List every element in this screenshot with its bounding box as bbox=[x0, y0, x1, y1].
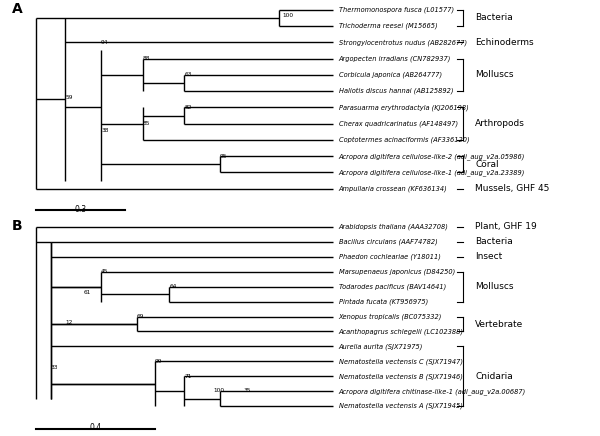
Text: Strongylocentrotus nudus (AB282677): Strongylocentrotus nudus (AB282677) bbox=[338, 39, 467, 46]
Text: 99: 99 bbox=[155, 358, 162, 364]
Text: 61: 61 bbox=[83, 290, 91, 295]
Text: Xenopus tropicalis (BC075332): Xenopus tropicalis (BC075332) bbox=[338, 313, 442, 320]
Text: Coptotermes acinaciformis (AF336120): Coptotermes acinaciformis (AF336120) bbox=[338, 136, 469, 143]
Text: Todarodes pacificus (BAV14641): Todarodes pacificus (BAV14641) bbox=[338, 283, 446, 290]
Text: Insect: Insect bbox=[475, 252, 503, 261]
Text: Aurelia aurita (SJX71975): Aurelia aurita (SJX71975) bbox=[338, 343, 423, 350]
Text: 59: 59 bbox=[65, 95, 73, 100]
Text: Coral: Coral bbox=[475, 160, 499, 169]
Text: Echinoderms: Echinoderms bbox=[475, 38, 534, 47]
Text: Nematostella vectensis B (SJX71946): Nematostella vectensis B (SJX71946) bbox=[338, 373, 463, 380]
Text: Trichoderma reesei (M15665): Trichoderma reesei (M15665) bbox=[338, 23, 437, 29]
Text: Vertebrate: Vertebrate bbox=[475, 320, 524, 328]
Text: Acropora digitifera chitinase-like-1 (adi_aug_v2a.00687): Acropora digitifera chitinase-like-1 (ad… bbox=[338, 388, 526, 395]
Text: 0.3: 0.3 bbox=[74, 205, 86, 214]
Text: Ampullaria crossean (KF636134): Ampullaria crossean (KF636134) bbox=[338, 185, 448, 192]
Text: 94: 94 bbox=[101, 40, 109, 45]
Text: 100: 100 bbox=[282, 13, 293, 18]
Text: Molluscs: Molluscs bbox=[475, 70, 514, 79]
Text: 12: 12 bbox=[65, 320, 73, 325]
Text: 71: 71 bbox=[184, 374, 191, 378]
Text: Haliotis discus hannai (AB125892): Haliotis discus hannai (AB125892) bbox=[338, 88, 453, 95]
Text: 95: 95 bbox=[220, 153, 227, 159]
Text: A: A bbox=[12, 2, 23, 16]
Text: Cherax quadricarinatus (AF148497): Cherax quadricarinatus (AF148497) bbox=[338, 120, 458, 127]
Text: Molluscs: Molluscs bbox=[475, 282, 514, 291]
Text: Parasuarma erythrodactyla (KJ206198): Parasuarma erythrodactyla (KJ206198) bbox=[338, 104, 469, 111]
Text: Thermomonospora fusca (L01577): Thermomonospora fusca (L01577) bbox=[338, 7, 454, 13]
Text: 33: 33 bbox=[50, 364, 58, 370]
Text: Acanthopagrus schlegelii (LC102388): Acanthopagrus schlegelii (LC102388) bbox=[338, 328, 464, 335]
Text: 85: 85 bbox=[143, 121, 150, 126]
Text: 35: 35 bbox=[244, 388, 251, 393]
Text: 38: 38 bbox=[101, 128, 109, 133]
Text: Bacteria: Bacteria bbox=[475, 14, 513, 22]
Text: 100: 100 bbox=[214, 388, 225, 393]
Text: B: B bbox=[12, 219, 23, 234]
Text: Nematostella vectensis A (SJX71945): Nematostella vectensis A (SJX71945) bbox=[338, 403, 463, 409]
Text: 0.4: 0.4 bbox=[89, 423, 101, 432]
Text: Acropora digitifera cellulose-like-2 (adi_aug_v2a.05986): Acropora digitifera cellulose-like-2 (ad… bbox=[338, 153, 525, 160]
Text: Plant, GHF 19: Plant, GHF 19 bbox=[475, 222, 537, 232]
Text: Nematostella vectensis C (SJX71947): Nematostella vectensis C (SJX71947) bbox=[338, 358, 463, 364]
Text: Argopecten irradians (CN782937): Argopecten irradians (CN782937) bbox=[338, 55, 451, 62]
Text: 64: 64 bbox=[169, 284, 177, 289]
Text: 82: 82 bbox=[184, 105, 192, 110]
Text: Phaedon cochleariae (Y18011): Phaedon cochleariae (Y18011) bbox=[338, 254, 440, 260]
Text: Marsupenaeus japonicus (D84250): Marsupenaeus japonicus (D84250) bbox=[338, 269, 455, 275]
Text: 45: 45 bbox=[101, 269, 109, 274]
Text: Bacillus circulans (AAF74782): Bacillus circulans (AAF74782) bbox=[338, 238, 437, 245]
Text: 88: 88 bbox=[143, 56, 150, 61]
Text: Arthropods: Arthropods bbox=[475, 119, 525, 128]
Text: Cnidaria: Cnidaria bbox=[475, 372, 513, 381]
Text: 69: 69 bbox=[137, 314, 144, 319]
Text: Pintada fucata (KT956975): Pintada fucata (KT956975) bbox=[338, 298, 428, 305]
Text: Mussels, GHF 45: Mussels, GHF 45 bbox=[475, 184, 550, 193]
Text: Arabidopsis thaliana (AAA32708): Arabidopsis thaliana (AAA32708) bbox=[338, 224, 449, 230]
Text: 63: 63 bbox=[184, 72, 191, 77]
Text: Bacteria: Bacteria bbox=[475, 237, 513, 246]
Text: Corbicula japonica (AB264777): Corbicula japonica (AB264777) bbox=[338, 72, 442, 78]
Text: Acropora digitifera cellulose-like-1 (adi_aug_v2a.23389): Acropora digitifera cellulose-like-1 (ad… bbox=[338, 169, 525, 176]
